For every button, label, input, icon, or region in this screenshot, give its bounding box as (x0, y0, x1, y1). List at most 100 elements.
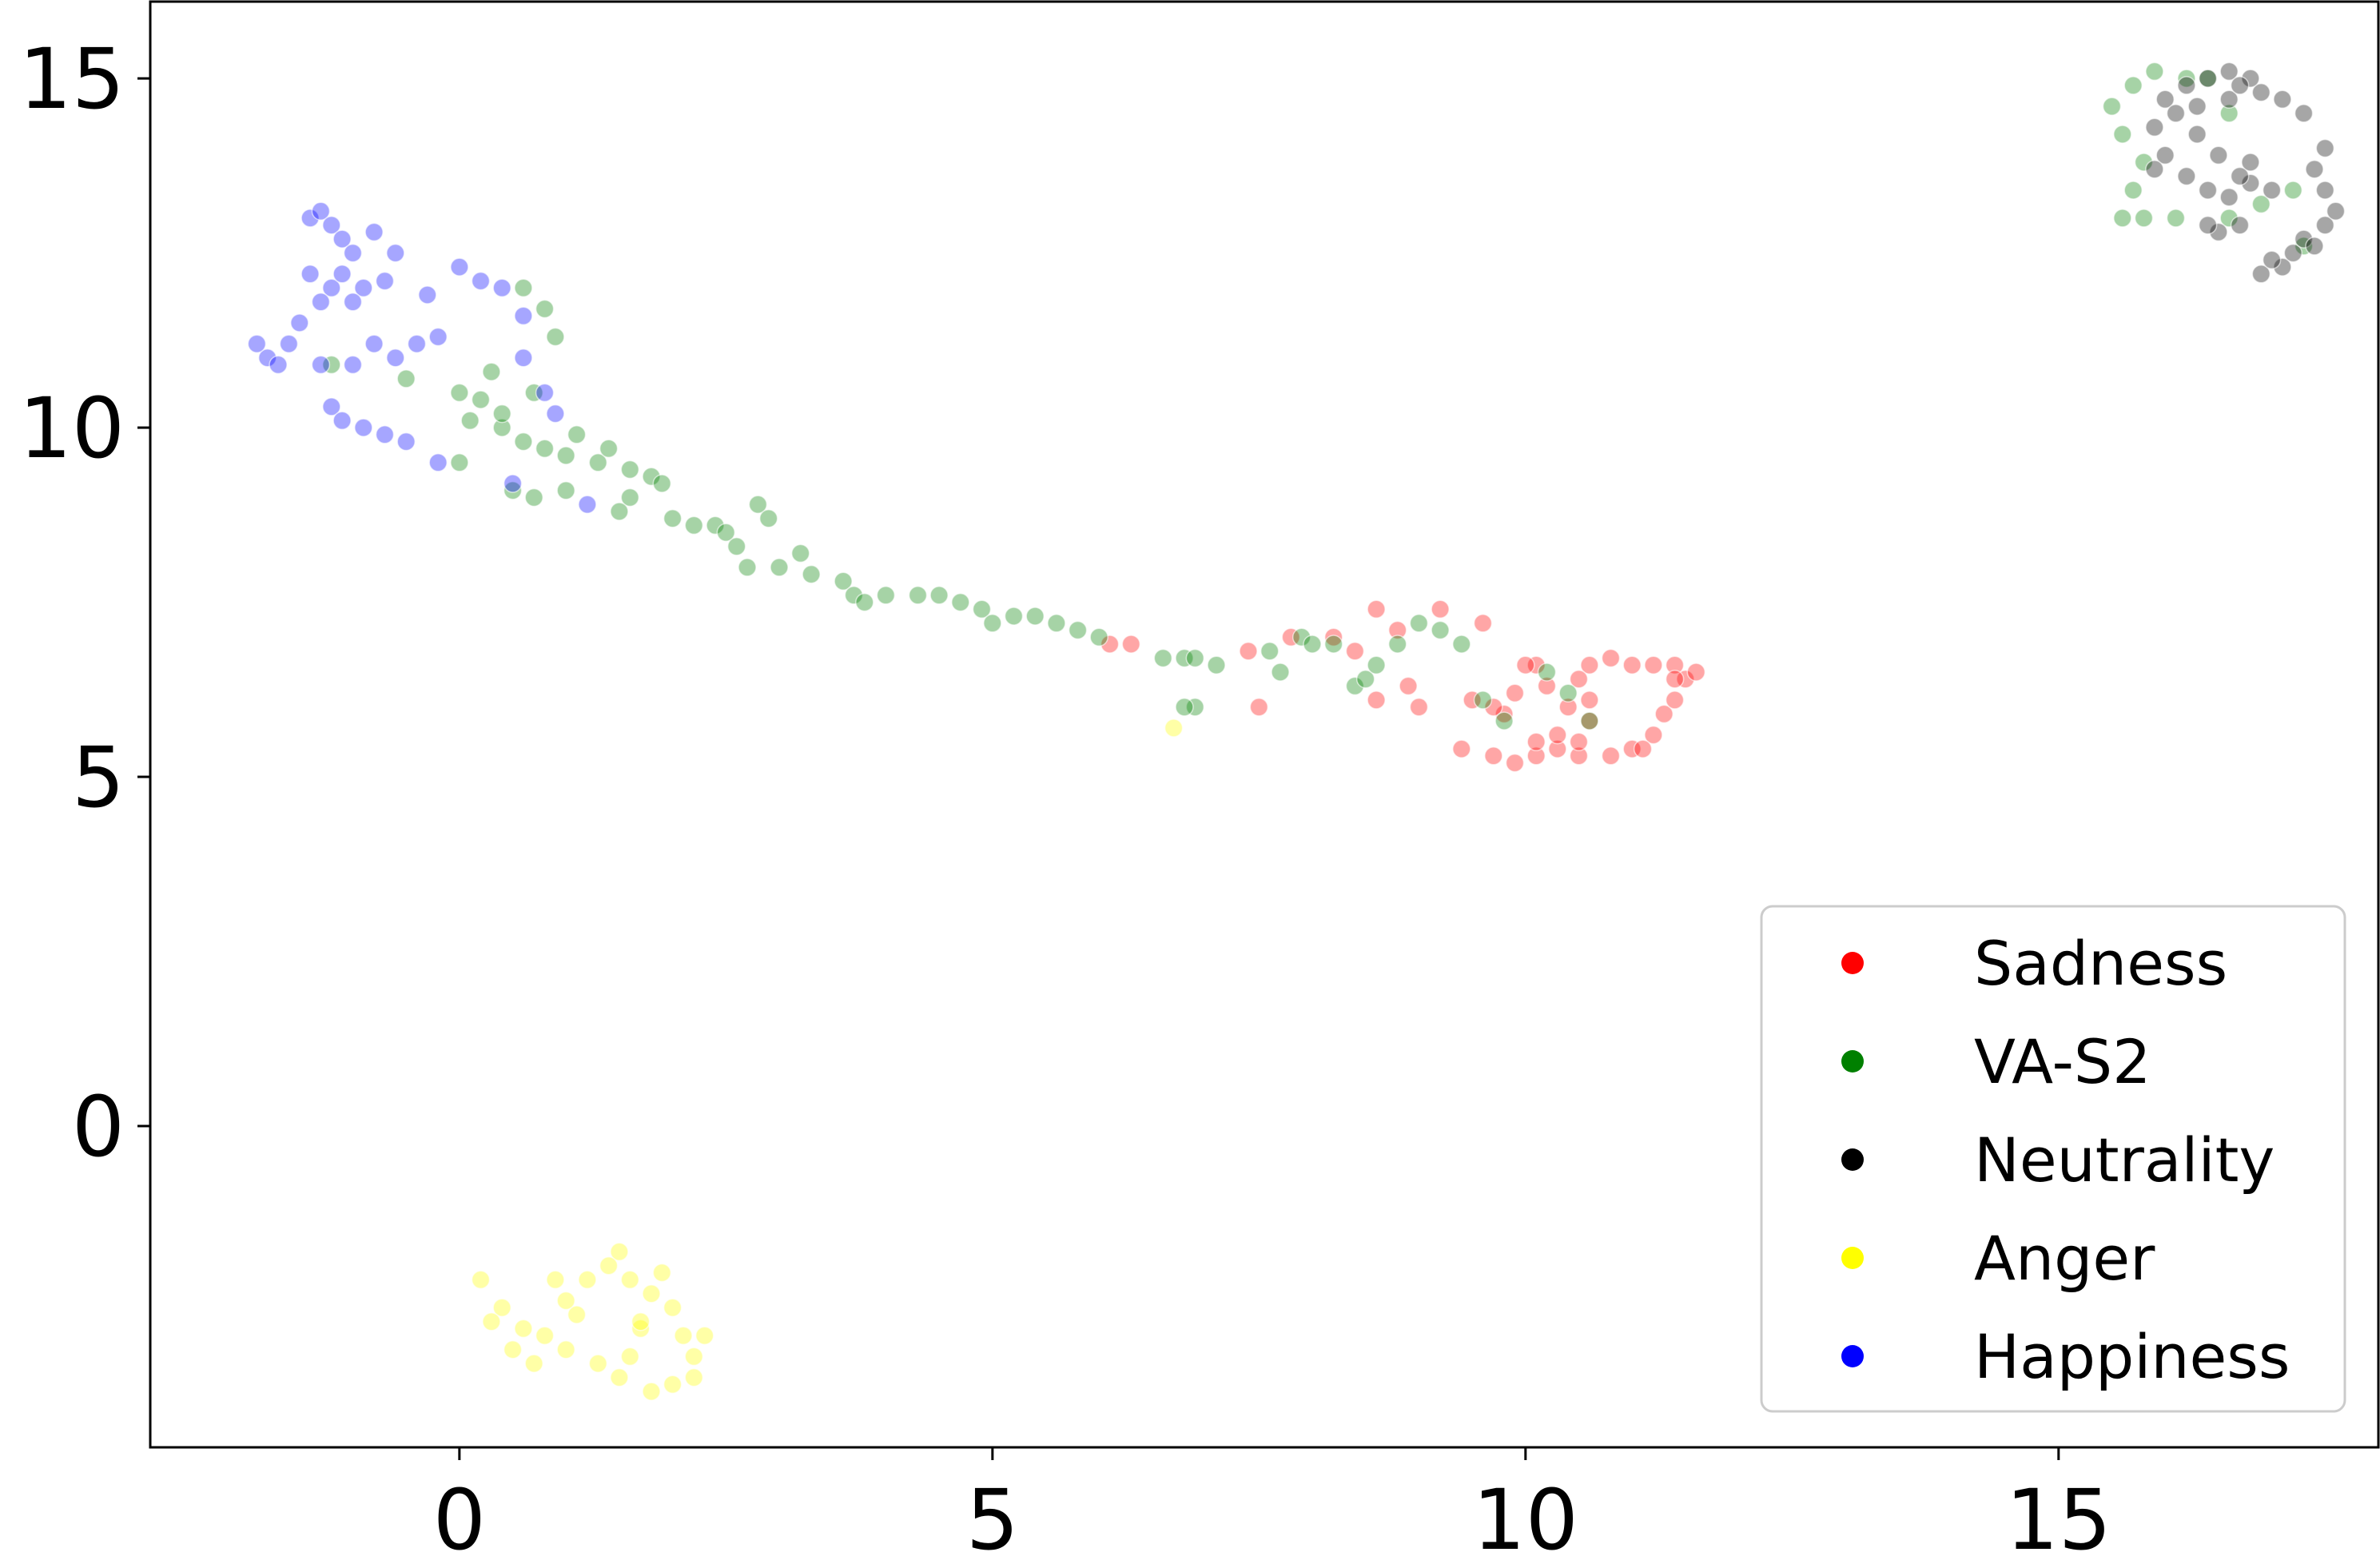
point-sadness-23 (1484, 697, 1503, 717)
point-va-s2-42 (1175, 648, 1194, 668)
point-happiness-26 (428, 453, 448, 472)
point-neutrality-30 (2187, 97, 2207, 116)
point-va-s2-48 (1271, 663, 1290, 682)
point-anger-5 (567, 1305, 587, 1324)
point-happiness-17 (311, 355, 331, 375)
point-sadness-28 (1569, 732, 1589, 752)
point-neutrality-0 (2209, 222, 2228, 242)
point-sadness-1 (1505, 753, 1525, 773)
legend-label-happiness: Happiness (1974, 1321, 2290, 1392)
point-va-s2-37 (1025, 607, 1045, 626)
point-sadness-25 (1452, 739, 1471, 758)
y-tick-label-3: 15 (19, 30, 125, 128)
point-sadness-24 (1463, 690, 1482, 710)
point-sadness-7 (1644, 725, 1663, 745)
point-neutrality-5 (2294, 229, 2314, 249)
point-neutrality-35 (2145, 159, 2164, 179)
point-anger-0 (471, 1270, 491, 1290)
point-sadness-19 (1526, 655, 1546, 675)
point-va-s2-62 (1558, 683, 1578, 702)
points-layer (247, 62, 2346, 1401)
point-happiness-35 (546, 404, 565, 424)
point-anger-27 (482, 1311, 501, 1331)
point-va-s2-35 (983, 614, 1002, 633)
point-anger-11 (642, 1283, 661, 1303)
point-neutrality-24 (2241, 173, 2260, 193)
point-happiness-39 (332, 265, 352, 284)
point-va-s2-8 (567, 425, 587, 444)
point-sadness-43 (1100, 635, 1120, 654)
point-happiness-20 (386, 348, 405, 368)
point-happiness-36 (578, 495, 597, 514)
point-sadness-21 (1505, 683, 1525, 702)
point-va-s2-3 (471, 390, 491, 409)
point-va-s2-52 (1345, 676, 1365, 696)
point-anger-18 (642, 1382, 661, 1401)
point-neutrality-17 (2177, 76, 2196, 95)
point-anger-12 (652, 1263, 672, 1283)
point-va-s2-38 (1047, 614, 1066, 633)
x-tick-label-0: 0 (433, 1471, 486, 1568)
point-va-s2-39 (1068, 620, 1088, 640)
point-happiness-23 (354, 418, 373, 437)
point-va-s2-30 (876, 586, 896, 605)
point-sadness-13 (1644, 655, 1663, 675)
point-happiness-14 (257, 348, 277, 368)
point-anger-23 (503, 1339, 523, 1359)
point-va-s2-10 (599, 439, 619, 459)
point-va-s2-19 (716, 523, 736, 542)
point-anger-1 (492, 1298, 511, 1317)
point-anger-24 (524, 1354, 543, 1373)
point-va-s2-20 (726, 536, 746, 556)
point-anger-25 (546, 1270, 565, 1290)
point-sadness-35 (1387, 620, 1407, 640)
point-va-s2-63 (1580, 711, 1599, 730)
point-sadness-2 (1526, 746, 1546, 766)
point-va-s2-61 (1537, 663, 1557, 682)
point-va-s2-50 (1303, 635, 1322, 654)
point-va-s2-17 (684, 515, 704, 535)
point-neutrality-8 (2315, 181, 2335, 200)
point-sadness-18 (1537, 676, 1557, 696)
point-sadness-12 (1665, 655, 1685, 675)
point-neutrality-7 (2326, 201, 2346, 221)
point-va-s2-15 (610, 502, 629, 521)
point-anger-28 (694, 1326, 714, 1345)
point-va-s2-55 (1387, 635, 1407, 654)
point-happiness-29 (450, 257, 469, 277)
point-happiness-5 (364, 222, 384, 242)
point-va-s2-7 (556, 446, 575, 465)
point-neutrality-34 (2305, 237, 2324, 256)
point-va-s2-66 (535, 299, 555, 319)
point-neutrality-14 (2241, 69, 2260, 88)
point-neutrality-10 (2315, 138, 2335, 158)
legend-label-va-s2: VA-S2 (1974, 1026, 2151, 1097)
point-va-s2-53 (1355, 669, 1375, 689)
point-anger-13 (663, 1298, 683, 1317)
point-happiness-34 (535, 383, 555, 403)
point-sadness-42 (1121, 635, 1141, 654)
point-va-s2-12 (642, 467, 661, 487)
point-va-s2-68 (546, 327, 565, 347)
point-neutrality-31 (2219, 90, 2239, 109)
x-tick-label-2: 10 (1473, 1471, 1578, 1568)
point-happiness-3 (332, 229, 352, 249)
point-va-s2-16 (663, 508, 683, 528)
point-va-s2-70 (524, 488, 543, 507)
point-happiness-28 (428, 327, 448, 347)
point-va-s2-64 (482, 362, 501, 381)
point-neutrality-26 (2241, 153, 2260, 172)
point-happiness-0 (300, 209, 320, 228)
point-va-s2-59 (1473, 690, 1493, 710)
point-va-s2-77 (2166, 209, 2186, 228)
point-va-s2-11 (620, 460, 640, 480)
x-tick-label-3: 15 (2006, 1471, 2111, 1568)
point-va-s2-13 (652, 474, 672, 493)
point-va-s2-43 (1185, 648, 1205, 668)
point-happiness-12 (290, 313, 309, 332)
point-happiness-32 (514, 306, 533, 326)
point-va-s2-18 (706, 515, 725, 535)
point-va-s2-51 (1323, 635, 1343, 654)
point-sadness-36 (1367, 599, 1386, 619)
point-neutrality-15 (2219, 62, 2239, 82)
